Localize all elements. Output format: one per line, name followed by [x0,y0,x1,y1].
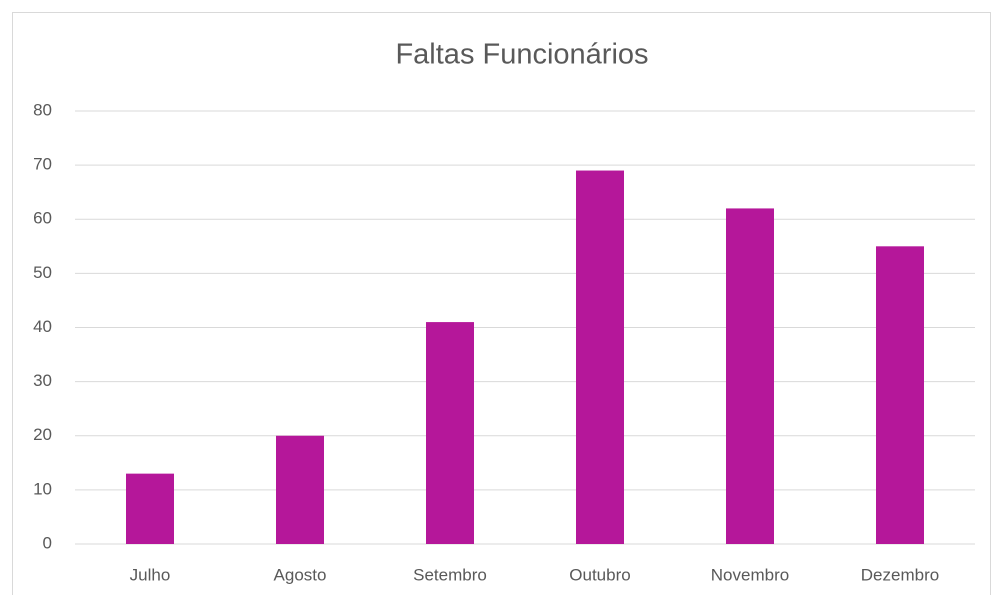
x-tick-label: Setembro [413,565,487,584]
y-tick-label: 60 [33,209,52,228]
y-tick-label: 10 [33,479,52,498]
chart-border [12,12,991,595]
y-tick-label: 80 [33,100,52,119]
bar [876,246,924,544]
bar [426,322,474,544]
y-tick-label: 0 [43,533,52,552]
x-tick-label: Agosto [274,565,327,584]
x-tick-label: Dezembro [861,565,939,584]
x-tick-label: Outubro [569,565,630,584]
x-tick-label: Julho [130,565,171,584]
x-tick-label: Novembro [711,565,789,584]
chart-title: Faltas Funcionários [395,39,648,71]
bar [726,208,774,545]
y-tick-label: 50 [33,263,52,282]
bar [276,435,324,544]
bar [126,473,174,544]
y-tick-label: 20 [33,425,52,444]
y-tick-label: 40 [33,317,52,336]
y-tick-label: 70 [33,155,52,174]
y-tick-label: 30 [33,371,52,390]
bar [576,170,624,544]
